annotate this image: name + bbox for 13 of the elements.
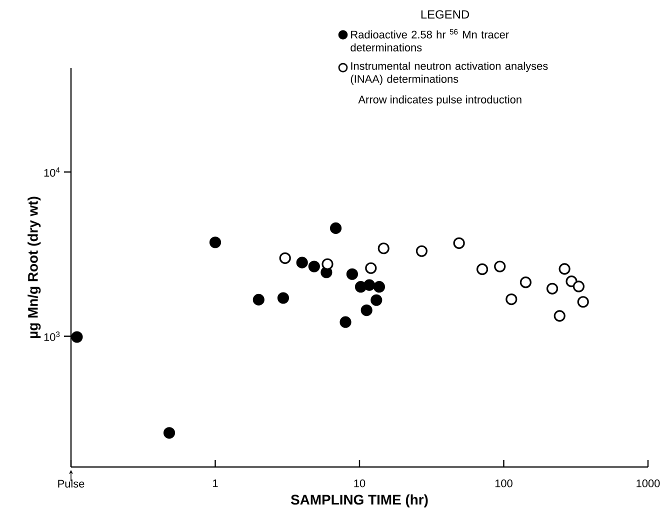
x-tick-label: 1000 [636, 480, 660, 488]
x-tick-label: 100 [495, 480, 512, 488]
x-tick-label: Pulse [58, 480, 84, 488]
y-axis-title: µg Mn/g Root (dry wt) [28, 196, 41, 338]
y-tick-label: 10$^{3}$ [44, 332, 60, 341]
x-tick-label: 1 [213, 480, 218, 488]
annotation: Arrow indicates pulse introduction [358, 95, 522, 106]
x-axis-title: SAMPLING TIME (hr) [290, 494, 428, 508]
text: Radioactive 2.58 hr $^{56}$ Mn tracer determinations [350, 29, 509, 52]
legend-title: LEGEND [421, 10, 470, 19]
y-tick-label: 10$^{4}$ [44, 167, 60, 177]
legend-label: Instrumental neutron activation analyses (INAA) determinations [350, 62, 548, 85]
x-tick-label: 10 [354, 480, 366, 488]
